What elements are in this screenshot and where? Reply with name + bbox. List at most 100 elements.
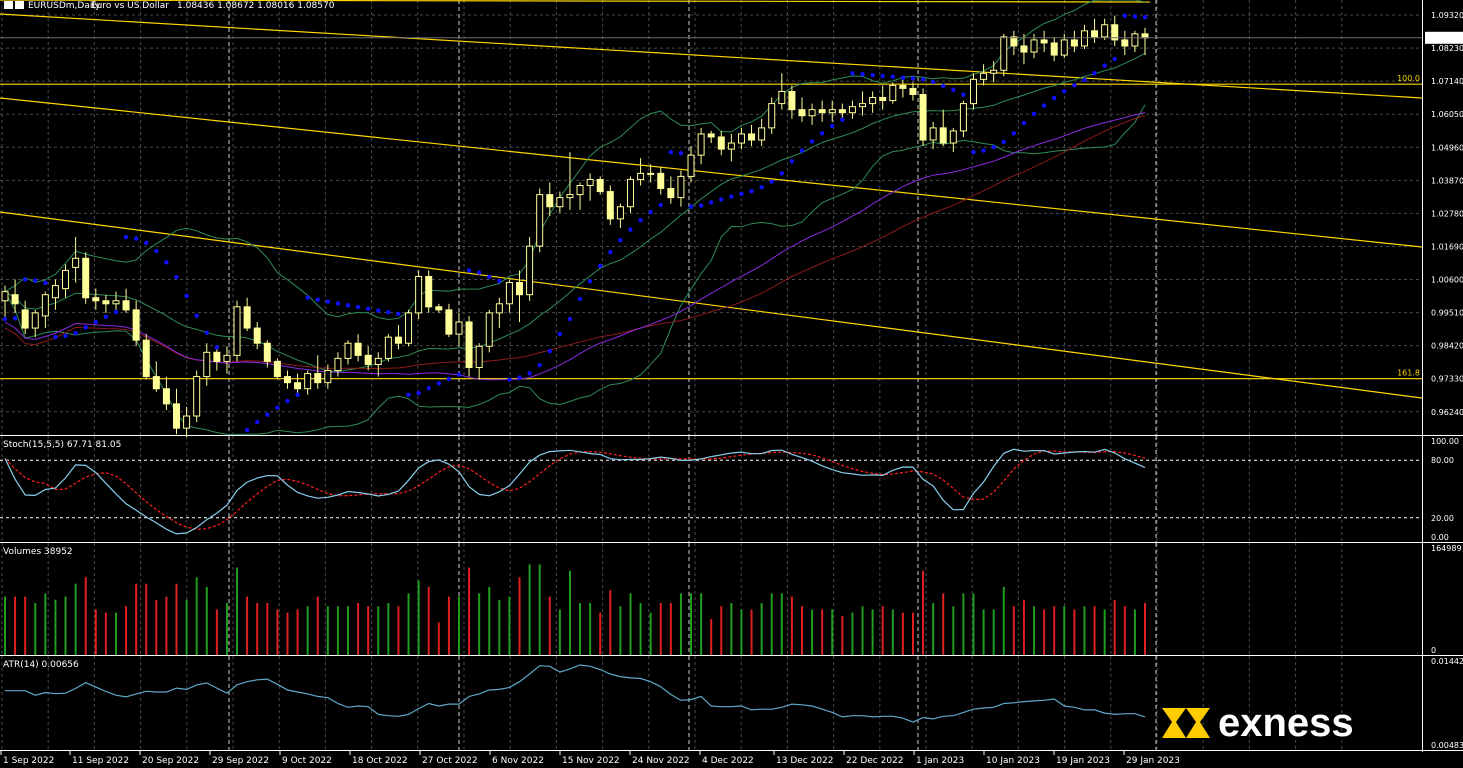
volume-bar — [558, 609, 561, 655]
candle-body-bull — [848, 106, 856, 114]
volume-bar — [104, 612, 107, 655]
candle-body-bull — [344, 342, 352, 359]
candle-body-bear — [606, 191, 614, 220]
volume-bar — [246, 596, 249, 655]
sar-dot — [1112, 56, 1117, 62]
candle-body-bull — [1060, 39, 1068, 56]
atr-line — [5, 664, 1146, 723]
candle-body-bull — [536, 194, 544, 247]
volume-bar — [1093, 606, 1096, 655]
chart-symbol: EURUSDm,Daily: — [28, 1, 103, 11]
candle — [929, 121, 937, 150]
candle — [112, 291, 120, 310]
candle — [475, 343, 483, 380]
chart-ohlc: 1.08436 1.08672 1.08016 1.08570 — [177, 1, 335, 11]
volume-bar — [609, 590, 612, 655]
volume-bar — [649, 612, 652, 655]
candle — [758, 118, 766, 147]
candle — [82, 252, 90, 304]
candle — [637, 158, 645, 186]
candle — [697, 127, 705, 165]
candle-body-bear — [394, 336, 402, 344]
candle-body-bull — [183, 415, 191, 429]
sar-dot — [799, 148, 805, 153]
candle — [778, 73, 786, 110]
candle-body-bull — [374, 357, 382, 365]
exness-logo-mark-left — [1162, 708, 1186, 738]
sar-dot — [648, 209, 653, 215]
sar-dot — [154, 248, 159, 254]
candle — [132, 300, 140, 347]
candle — [596, 176, 604, 195]
candle-body-bull — [869, 97, 877, 105]
candle-body-bear — [909, 87, 917, 96]
candle-body-bear — [1010, 36, 1018, 47]
volume-bar — [316, 596, 319, 655]
volume-bar — [1113, 599, 1116, 655]
fib-label-100: 100.0 — [1397, 74, 1420, 83]
panel-bg — [0, 436, 1463, 542]
candle — [364, 346, 372, 371]
volume-bar — [296, 609, 299, 655]
candle — [980, 64, 988, 86]
volume-bar — [1033, 606, 1036, 655]
volume-bar — [700, 593, 703, 655]
price-tick-label: 0.98420 — [1431, 342, 1463, 351]
candle-body-bull — [687, 154, 695, 177]
volume-bar — [811, 609, 814, 655]
sar-dot — [305, 295, 310, 300]
price-tick-label: 0.99510 — [1431, 309, 1463, 318]
volume-bar — [901, 612, 904, 655]
volume-bar — [175, 583, 178, 655]
sar-dot — [275, 405, 280, 410]
price-tick-label: 1.08230 — [1431, 44, 1463, 53]
sar-dot — [638, 218, 643, 223]
volume-bar — [145, 583, 148, 655]
sar-dot — [880, 73, 885, 79]
volume-bar — [478, 593, 481, 655]
bollinger-mid — [4, 52, 1146, 373]
candle — [294, 373, 302, 395]
candle-body-bear — [717, 136, 725, 150]
volume-bar — [922, 570, 925, 655]
sar-dot — [1142, 15, 1148, 20]
volume-bar — [831, 609, 834, 655]
candle-body-bull — [62, 269, 70, 290]
candle — [748, 124, 756, 147]
volume-bar — [911, 612, 914, 655]
volume-bar — [1022, 599, 1025, 655]
sar-dot — [1031, 111, 1037, 117]
sar-dot — [981, 148, 986, 153]
candle-body-bull — [637, 172, 645, 180]
price-tick-label: 0.96240 — [1431, 408, 1463, 417]
candle-body-bull — [1000, 36, 1008, 71]
volume-bar — [387, 603, 390, 655]
date-label: 6 Nov 2022 — [492, 756, 544, 766]
candle-body-bear — [445, 309, 453, 335]
sar-dot — [53, 334, 58, 340]
candle — [556, 191, 564, 213]
volume-bar — [347, 606, 350, 655]
candle-body-bull — [223, 354, 231, 362]
candle-body-bull — [697, 133, 705, 156]
candle-body-bull — [959, 103, 967, 132]
candle — [253, 321, 261, 350]
bollinger-upper — [4, 0, 1146, 321]
sar-dot — [335, 301, 341, 306]
sar-dot — [406, 392, 411, 397]
volume-bar — [437, 622, 440, 655]
sar-dot — [951, 87, 956, 92]
stoch-level-label: 100.00 — [1431, 437, 1459, 446]
candle-body-bull — [677, 175, 685, 199]
sar-dot — [819, 131, 825, 136]
sar-dot — [598, 263, 603, 269]
volume-bar — [730, 603, 733, 655]
sar-dot — [850, 71, 855, 76]
candle-body-bull — [980, 72, 988, 80]
candle-body-bull — [334, 357, 342, 372]
candle-body-bull — [889, 84, 897, 102]
volume-bar — [599, 612, 602, 655]
sar-dot — [719, 197, 724, 202]
icon-part — [15, 1, 24, 9]
candle — [546, 182, 554, 216]
